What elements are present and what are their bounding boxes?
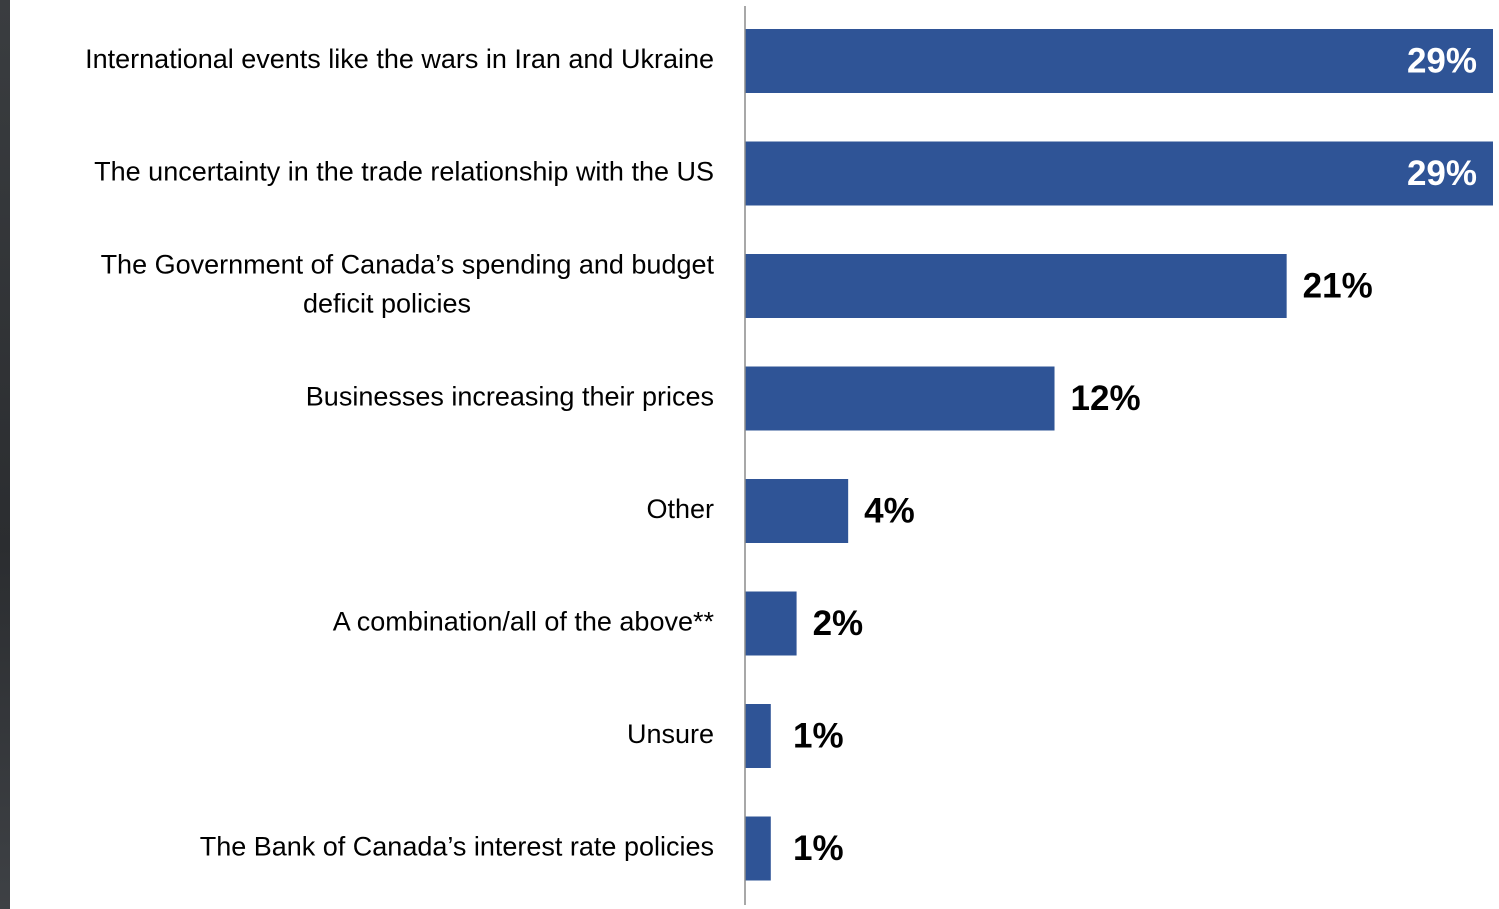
bar-4 — [745, 479, 849, 543]
category-label-4: Other — [646, 494, 714, 524]
category-label-2: The Government of Canada’s spending and … — [101, 250, 715, 319]
category-label-7: The Bank of Canada’s interest rate polic… — [200, 832, 714, 862]
left-edge-strip — [0, 0, 10, 909]
category-label-2-line-0: The Government of Canada’s spending and … — [101, 250, 715, 280]
value-labels-group: 29% 29% 21% 12% 4% 2% 1% 1% — [793, 41, 1477, 868]
value-label-2: 21% — [1303, 266, 1373, 305]
bar-5 — [745, 591, 797, 656]
category-label-5: A combination/all of the above** — [333, 607, 715, 637]
value-label-1: 29% — [1407, 154, 1477, 193]
bar-3 — [745, 366, 1055, 431]
bar-0 — [745, 29, 1493, 93]
value-label-3: 12% — [1071, 379, 1141, 418]
value-label-5: 2% — [813, 604, 864, 643]
category-label-6: Unsure — [627, 719, 714, 749]
bar-2 — [745, 254, 1287, 318]
bar-1 — [745, 141, 1493, 206]
value-label-0: 29% — [1407, 41, 1477, 80]
category-label-0: International events like the wars in Ir… — [85, 44, 714, 74]
category-labels-group: International events like the wars in Ir… — [85, 44, 714, 862]
value-label-7: 1% — [793, 829, 844, 868]
category-label-3: Businesses increasing their prices — [306, 382, 714, 412]
value-label-6: 1% — [793, 716, 844, 755]
category-label-1: The uncertainty in the trade relationshi… — [94, 157, 714, 187]
bar-6 — [745, 704, 771, 768]
category-label-2-line-1: deficit policies — [303, 289, 471, 319]
bars-group — [745, 29, 1493, 881]
bar-7 — [745, 816, 771, 881]
value-label-4: 4% — [864, 491, 915, 530]
